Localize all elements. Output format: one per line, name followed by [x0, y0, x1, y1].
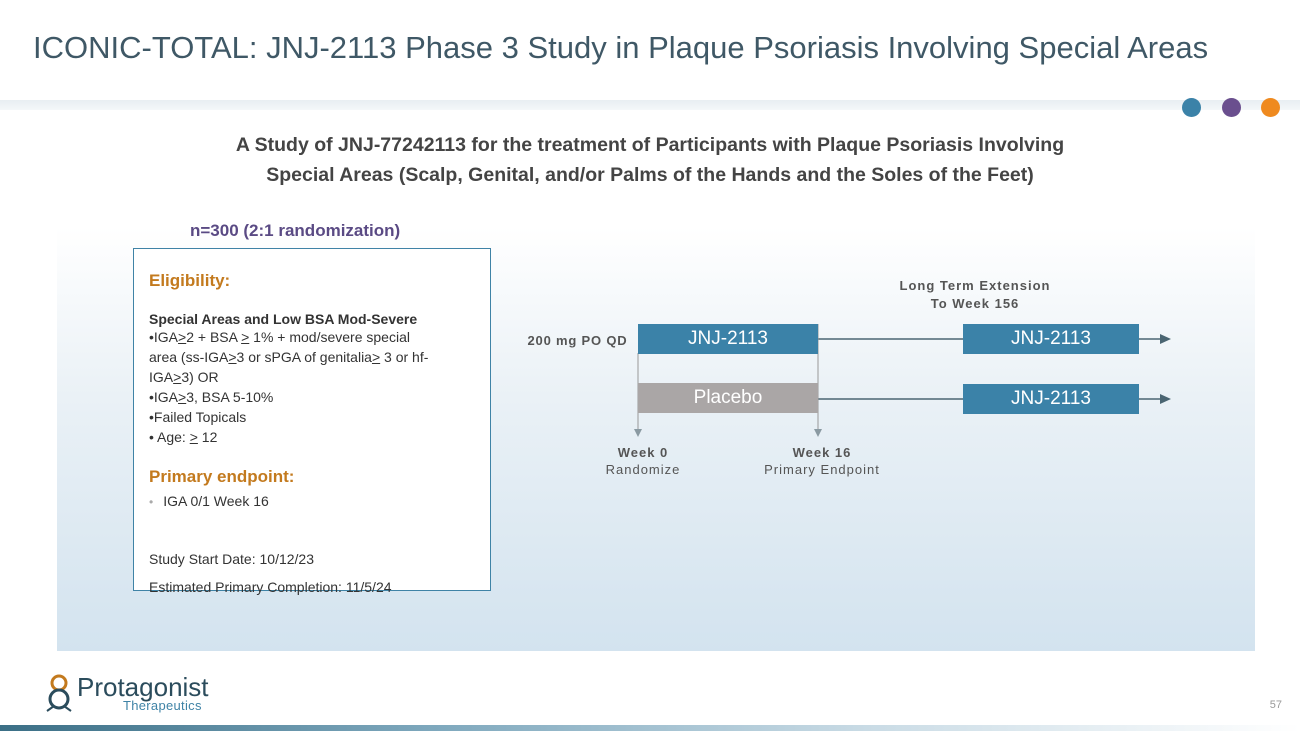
- extension-label-2: To Week 156: [930, 296, 1020, 311]
- study-start-date: Study Start Date: 10/12/23: [149, 551, 314, 567]
- criteria-line: •Failed Topicals: [149, 409, 247, 425]
- blue-dot: [1182, 98, 1201, 117]
- week0-arrowhead: [634, 429, 642, 437]
- eligibility-heading: Eligibility:: [149, 271, 231, 290]
- primary-endpoint-item: • IGA 0/1 Week 16: [149, 493, 269, 509]
- title-rule: [0, 100, 1300, 110]
- protagonist-logo-icon: [46, 674, 72, 712]
- arm2-placebo-bar: Placebo: [638, 383, 818, 413]
- criteria-line: IGA>3) OR: [149, 369, 219, 385]
- criteria-line: •IGA>3, BSA 5-10%: [149, 389, 274, 405]
- logo-subtitle: Therapeutics: [123, 698, 202, 713]
- dose-label: 200 mg PO QD: [527, 333, 628, 348]
- study-subtitle: A Study of JNJ-77242113 for the treatmen…: [150, 130, 1150, 190]
- criteria-line: area (ss-IGA>3 or sPGA of genitalia> 3 o…: [149, 349, 429, 365]
- extension-label-1: Long Term Extension: [899, 278, 1051, 293]
- slide-title: ICONIC-TOTAL: JNJ-2113 Phase 3 Study in …: [33, 30, 1209, 65]
- criteria-line: • Age: > 12: [149, 429, 218, 445]
- orange-dot: [1261, 98, 1280, 117]
- eligibility-subheading: Special Areas and Low BSA Mod-Severe: [149, 311, 418, 327]
- purple-dot: [1222, 98, 1241, 117]
- eligibility-box: Eligibility: Special Areas and Low BSA M…: [133, 248, 491, 595]
- arm1-extension-bar: JNJ-2113: [963, 324, 1139, 354]
- arm2-extension-bar: JNJ-2113: [963, 384, 1139, 414]
- week0-sublabel: Randomize: [605, 462, 681, 477]
- week16-label: Week 16: [792, 445, 852, 460]
- arm2-extension-arrowhead: [1160, 394, 1171, 404]
- logo-name: Protagonist: [77, 672, 209, 702]
- primary-endpoint-heading: Primary endpoint:: [149, 467, 295, 486]
- estimated-completion: Estimated Primary Completion: 11/5/24: [149, 579, 392, 595]
- week0-label: Week 0: [617, 445, 669, 460]
- bottom-stripe: [0, 725, 1300, 731]
- arm1-extension-arrowhead: [1160, 334, 1171, 344]
- arm1-drug-bar: JNJ-2113: [638, 324, 818, 354]
- week16-sublabel: Primary Endpoint: [764, 462, 880, 477]
- randomization-label: n=300 (2:1 randomization): [190, 221, 401, 240]
- subtitle-line-1: A Study of JNJ-77242113 for the treatmen…: [235, 134, 1065, 156]
- subtitle-line-2: Special Areas (Scalp, Genital, and/or Pa…: [266, 164, 1034, 186]
- week16-arrowhead: [814, 429, 822, 437]
- criteria-line: •IGA>2 + BSA > 1% + mod/severe special: [149, 329, 410, 345]
- page-number: 57: [1269, 699, 1282, 711]
